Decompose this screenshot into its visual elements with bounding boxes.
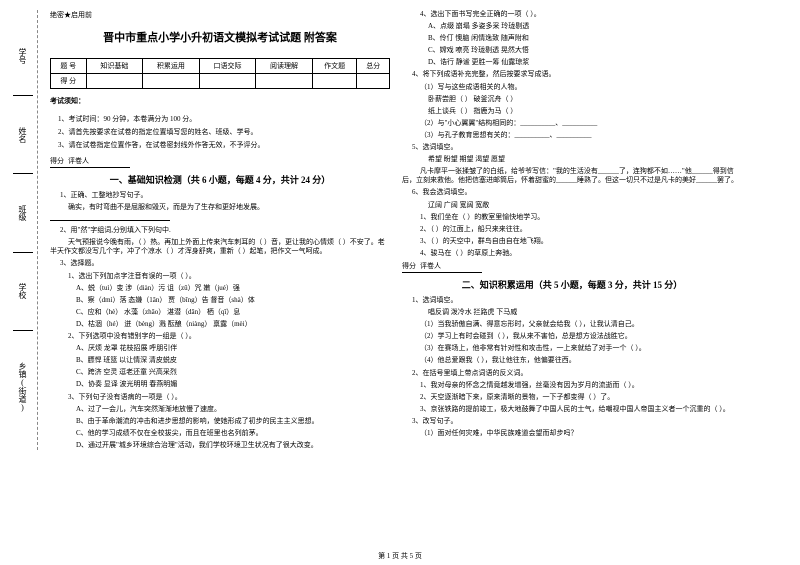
- score-table: 题 号 知识基础 积累运用 口语交际 阅读理解 作文题 总分 得 分: [50, 58, 390, 89]
- margin-line: [13, 252, 33, 253]
- option: C、嫦戏 嘹亮 玲珑剔透 晃然大悟: [402, 46, 742, 55]
- fill-blank: 3、（ ）的天空中，群鸟自由自在地飞翔。: [402, 237, 742, 246]
- notice-item: 1、考试时间：90 分钟，本卷满分为 100 分。: [58, 114, 390, 124]
- th: 知识基础: [86, 59, 143, 74]
- word-bank: 希望 盼望 期望 渴望 愿望: [402, 155, 742, 164]
- margin-label: 乡镇(街道): [17, 362, 28, 412]
- option: D、诰行 静谧 更胜一筹 仙露琼浆: [402, 58, 742, 67]
- fill-blank: （2）学习上有时会碰到（ ），我从来不害怕，总是想方设法战胜它。: [402, 332, 742, 341]
- margin-label: 学校: [17, 283, 28, 299]
- question-text: 确实，有时弯曲不是屈服和毁灭，而是为了生存和更好地发展。: [50, 203, 390, 212]
- option: A、点缀 崩塌 多姿多采 玲珑剔透: [402, 22, 742, 31]
- question-text: 天气预报说今晚有雨，（ ）热。再加上外面上传来汽车刺耳的（ ）音，更让我的心情烦…: [50, 238, 390, 256]
- question: 2、用"然"字组词,分别填入下列句中.: [50, 226, 390, 235]
- right-column: 4、选出下面书写完全正确的一项（ ）。 A、点缀 崩塌 多姿多采 玲珑剔透 B、…: [402, 10, 742, 450]
- td: [357, 74, 390, 89]
- td: [143, 74, 200, 89]
- left-column: 绝密★启用前 晋中市重点小学小升初语文模拟考试试题 附答案 题 号 知识基础 积…: [50, 10, 390, 450]
- margin-label: 学号: [17, 48, 28, 64]
- answer-line: [50, 215, 390, 223]
- fill-blank: 3、京张铁路的提前竣工，极大地鼓舞了中国人民的士气，给嘲视中国人帝国主义者一个沉…: [402, 405, 742, 414]
- option: D、通过开展"城乡环境综合治理"活动，我们学校环境卫生状况有了很大改变。: [50, 441, 390, 450]
- margin-line: [13, 95, 33, 96]
- fill-blank: （1）当我骄傲自满、得意忘形时，父亲就会给我（ ），让我认清自己。: [402, 320, 742, 329]
- th: 阅读理解: [256, 59, 313, 74]
- exam-title: 晋中市重点小学小升初语文模拟考试试题 附答案: [50, 29, 390, 45]
- word-bank: 唱反调 泼冷水 拦路虎 下马威: [402, 308, 742, 317]
- margin-label: 班级: [17, 205, 28, 221]
- fill-blank: 4、骏马在（ ）的草原上奔驰。: [402, 249, 742, 258]
- sub-question: （3）与孔子教育思想有关的：__________、__________: [402, 131, 742, 140]
- option: B、膘悍 班篮 以让情深 清皮蜕皮: [50, 356, 390, 365]
- option: C、应和（hè） 水藻（zhǎo） 湛潜（dǎn） 栖（qī）息: [50, 308, 390, 317]
- fill-blank: 1、我对母亲的怀念之情竟越发增强，丝毫没有因为岁月的流逝而（ ）。: [402, 381, 742, 390]
- sub-question: （1）面对任何灾难，中华民族难道会望而却步吗？: [402, 429, 742, 438]
- sub-question: 4、选出下面书写完全正确的一项（ ）。: [402, 10, 742, 19]
- page-footer: 第 1 页 共 5 页: [0, 551, 800, 561]
- fill-blank: （3）在赛场上，他非常有针对性和攻击性，一上来就给了对手一个（ ）。: [402, 344, 742, 353]
- option: A、蜕（tuì）变 涉（diàn）污 诅（zǔ）咒 嫩（jué）强: [50, 284, 390, 293]
- question: 1、正确、工整地抄写句子。: [50, 191, 390, 200]
- marker-label: 评卷人: [68, 156, 89, 166]
- score-label: 得分: [402, 261, 416, 271]
- question: 1、选词填空。: [402, 296, 742, 305]
- section-header: 一、基础知识检测（共 6 小题，每题 4 分，共计 24 分）: [50, 173, 390, 186]
- fill-blank: 1、我们坐在（ ）的教室里愉快地学习。: [402, 213, 742, 222]
- td: 得 分: [51, 74, 87, 89]
- margin-label: 姓名: [17, 127, 28, 143]
- option: C、跨济 空灵 逗老还童 兴高采烈: [50, 368, 390, 377]
- question: 4、将下列成语补充完整，然后按要求写成语。: [402, 70, 742, 79]
- sub-question: （1）写与这些成语相关的人物。: [402, 83, 742, 92]
- td: [199, 74, 256, 89]
- td: [312, 74, 357, 89]
- notice-title: 考试须知：: [50, 96, 390, 106]
- th: 口语交际: [199, 59, 256, 74]
- score-head: 得分 评卷人: [50, 156, 130, 168]
- option: B、由于革命潮流的冲击和进步思想的影响，使她形成了初步的民主主义思想。: [50, 417, 390, 426]
- option: B、伶仃 懊脑 闲情逸致 随声附和: [402, 34, 742, 43]
- section-header: 二、知识积累运用（共 5 小题，每题 3 分，共计 15 分）: [402, 278, 742, 291]
- marker-label: 评卷人: [420, 261, 441, 271]
- th: 积累运用: [143, 59, 200, 74]
- option: D、枯涸（hé） 迸（bèng）溅 酝酿（niàng） 禀露（mèi）: [50, 320, 390, 329]
- question: 5、选词填空。: [402, 143, 742, 152]
- question: 3、选择题。: [50, 259, 390, 268]
- th: 作文题: [312, 59, 357, 74]
- score-head: 得分 评卷人: [402, 261, 482, 273]
- th: 题 号: [51, 59, 87, 74]
- fill-blank: 卧薪尝胆（ ） 破釜沉舟（ ）: [402, 95, 742, 104]
- question-text: 凡卡摩平一张揉皱了的白纸，给爷爷写信："我的生活没有______了，连狗都不如……: [402, 167, 742, 185]
- th: 总分: [357, 59, 390, 74]
- option: C、他的学习成绩不仅在全校拔尖，而且在班里也名列前茅。: [50, 429, 390, 438]
- option: A、厌烦 龙罩 花枝招展 呼朋引伴: [50, 344, 390, 353]
- margin-line: [13, 173, 33, 174]
- question: 6、我会选词填空。: [402, 188, 742, 197]
- fill-blank: （4）他总爱跟我（ ），我让他往东，他偏要往西。: [402, 356, 742, 365]
- notice-item: 2、请首先按要求在试卷的指定位置填写您的姓名、班级、学号。: [58, 127, 390, 137]
- option: D、协奏 显译 波光明明 春燕明媚: [50, 380, 390, 389]
- sub-question: 1、选出下列加点字注音有误的一项（ ）。: [50, 272, 390, 281]
- fill-blank: 纸上谈兵（ ） 指鹿为马（ ）: [402, 107, 742, 116]
- fill-blank: 2、天空逐渐暗下来，原来清晰的景物，一下子都变得（ ）了。: [402, 393, 742, 402]
- fill-blank: 2、（ ）的江面上，船只来来往往。: [402, 225, 742, 234]
- sub-question: 2、下列选项中没有错别字的一组是（ ）。: [50, 332, 390, 341]
- word-bank: 辽阔 广阔 宽阔 宽敞: [402, 201, 742, 210]
- td: [256, 74, 313, 89]
- question: 3、改写句子。: [402, 417, 742, 426]
- notice-item: 3、请在试卷指定位置作答，在试卷密封线外作答无效，不予评分。: [58, 140, 390, 150]
- margin-line: [13, 330, 33, 331]
- sub-question: 3、下列句子没有语病的一项是（ ）。: [50, 393, 390, 402]
- secret-label: 绝密★启用前: [50, 10, 390, 20]
- option: B、察（dmì）落 态嫌（1ǎn） 贾（bǐng）告 督音（shà）体: [50, 296, 390, 305]
- sub-question: （2）与"小心翼翼"结构相同的：__________、__________: [402, 119, 742, 128]
- option: A、过了一会儿，汽车突然渐渐地放慢了速度。: [50, 405, 390, 414]
- question: 2、在括号里填上带点词语的反义词。: [402, 369, 742, 378]
- td: [86, 74, 143, 89]
- binding-margin: 学号 姓名 班级 学校 乡镇(街道): [8, 10, 38, 450]
- notice-list: 1、考试时间：90 分钟，本卷满分为 100 分。 2、请首先按要求在试卷的指定…: [50, 111, 390, 153]
- score-label: 得分: [50, 156, 64, 166]
